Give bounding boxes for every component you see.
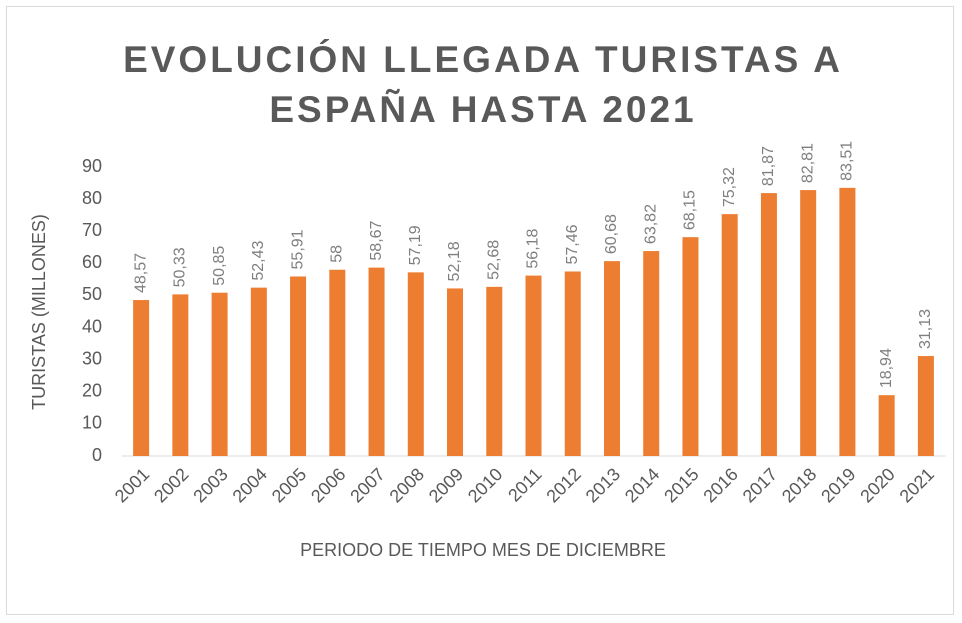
y-tick-label: 40 (82, 316, 102, 336)
x-tick-label: 2020 (856, 464, 898, 506)
data-label: 52,68 (485, 240, 502, 280)
bar (172, 294, 189, 456)
bar (878, 395, 895, 456)
data-label: 50,33 (172, 247, 189, 287)
bar (368, 267, 385, 456)
bar (486, 286, 503, 456)
bar (603, 261, 620, 456)
x-tick-label: 2014 (621, 464, 663, 506)
x-tick-label: 2005 (268, 464, 310, 506)
x-tick-label: 2015 (660, 464, 702, 506)
data-label: 56,18 (525, 228, 542, 268)
bar (211, 292, 228, 456)
data-label: 63,82 (642, 204, 659, 244)
x-tick-label: 2012 (542, 464, 584, 506)
chart-frame (6, 6, 954, 615)
y-tick-label: 20 (82, 381, 102, 401)
bar (329, 269, 346, 456)
bar (133, 300, 150, 456)
x-tick-label: 2017 (739, 464, 781, 506)
chart-title: EVOLUCIÓN LLEGADA TURISTAS A ESPAÑA HAST… (123, 39, 843, 130)
y-tick-label: 0 (92, 445, 102, 465)
data-label: 48,57 (132, 253, 149, 293)
x-tick-label: 2007 (346, 464, 388, 506)
data-label: 58 (329, 245, 346, 263)
x-tick-label: 2001 (111, 464, 153, 506)
data-label: 18,94 (878, 348, 895, 388)
bar (721, 214, 738, 456)
bar (760, 193, 777, 457)
y-tick-label: 10 (82, 413, 102, 433)
data-label: 68,15 (682, 190, 699, 230)
bar (839, 187, 856, 456)
bar (682, 237, 699, 456)
bar (564, 271, 581, 456)
x-tick-label: 2018 (778, 464, 820, 506)
x-tick-label: 2009 (425, 464, 467, 506)
x-tick-label: 2006 (307, 464, 349, 506)
bar (407, 272, 424, 456)
data-label: 83,51 (839, 141, 856, 181)
x-tick-label: 2011 (504, 464, 546, 506)
x-axis-title: PERIODO DE TIEMPO MES DE DICIEMBRE (300, 540, 666, 560)
y-tick-label: 50 (82, 284, 102, 304)
x-tick-label: 2013 (582, 464, 624, 506)
data-label: 50,85 (211, 246, 228, 286)
data-label: 52,43 (250, 241, 267, 281)
data-label: 52,18 (446, 241, 463, 281)
y-tick-label: 70 (82, 220, 102, 240)
data-label: 55,91 (289, 229, 306, 269)
y-tick-label: 60 (82, 252, 102, 272)
data-label: 82,81 (799, 143, 816, 183)
y-tick-label: 80 (82, 188, 102, 208)
bar (525, 275, 542, 456)
bar (290, 276, 307, 456)
bar (800, 190, 817, 456)
bar (250, 287, 267, 456)
data-label: 75,32 (721, 167, 738, 207)
data-label: 57,19 (407, 225, 424, 265)
data-label: 31,13 (917, 309, 934, 349)
y-axis-title: TURISTAS (MILLONES) (29, 214, 49, 410)
x-tick-label: 2016 (699, 464, 741, 506)
x-tick-label: 2021 (896, 464, 938, 506)
x-tick-label: 2002 (150, 464, 192, 506)
data-label: 81,87 (760, 146, 777, 186)
x-tick-label: 2003 (189, 464, 231, 506)
x-tick-label: 2010 (464, 464, 506, 506)
x-tick-label: 2019 (817, 464, 859, 506)
data-label: 60,68 (603, 214, 620, 254)
data-label: 57,46 (564, 224, 581, 264)
y-tick-label: 30 (82, 348, 102, 368)
y-tick-label: 90 (82, 156, 102, 176)
data-label: 58,67 (368, 220, 385, 260)
bar (643, 251, 660, 456)
x-tick-label: 2008 (386, 464, 428, 506)
bar (447, 288, 464, 456)
bar (917, 356, 934, 456)
x-tick-label: 2004 (229, 464, 271, 506)
